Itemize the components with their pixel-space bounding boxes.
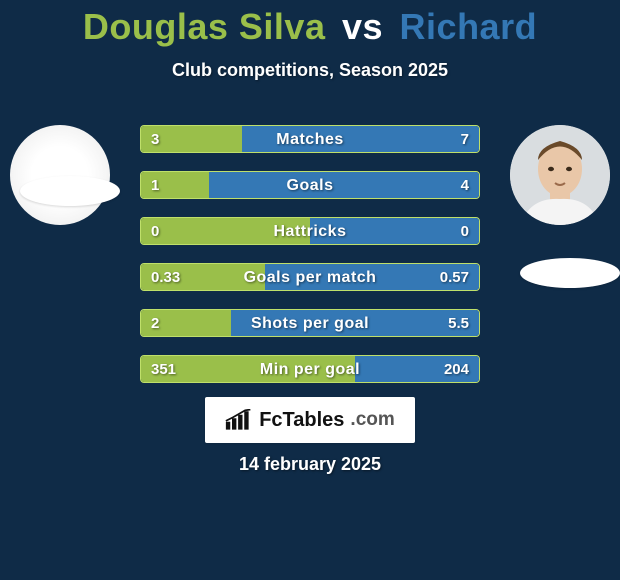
stat-value-right: 0.57 [440, 264, 469, 290]
stat-row: Min per goal351 204 [140, 355, 480, 383]
stat-label: Min per goal [141, 356, 479, 382]
player2-club-badge [520, 258, 620, 288]
stat-row: Hattricks0 0 [140, 217, 480, 245]
brand-chart-icon [225, 409, 253, 431]
stat-row: Matches3 7 [140, 125, 480, 153]
title-vs: vs [342, 6, 383, 47]
stat-bars: Matches3 7 Goals1 4 Hattricks0 0 Goals per mat… [140, 125, 480, 401]
date-text: 14 february 2025 [0, 454, 620, 475]
stat-value-left: 2 [151, 310, 159, 336]
stat-row: Goals per match0.33 0.57 [140, 263, 480, 291]
stat-value-right: 5.5 [448, 310, 469, 336]
stat-label: Shots per goal [141, 310, 479, 336]
brand-name: FcTables [259, 409, 344, 432]
page-title: Douglas Silva vs Richard [0, 0, 620, 48]
stat-value-right: 0 [461, 218, 469, 244]
stat-value-left: 1 [151, 172, 159, 198]
stat-row: Goals1 4 [140, 171, 480, 199]
brand-domain: .com [350, 409, 394, 431]
stat-label: Goals per match [141, 264, 479, 290]
stat-value-left: 351 [151, 356, 176, 382]
stat-value-right: 7 [461, 126, 469, 152]
stat-value-right: 4 [461, 172, 469, 198]
title-player2: Richard [400, 6, 538, 47]
stat-label: Matches [141, 126, 479, 152]
subtitle: Club competitions, Season 2025 [0, 60, 620, 81]
title-player1: Douglas Silva [83, 6, 326, 47]
player1-avatar [10, 125, 110, 225]
stat-value-left: 0.33 [151, 264, 180, 290]
player2-avatar [510, 125, 610, 225]
stat-label: Goals [141, 172, 479, 198]
stat-row: Shots per goal2 5.5 [140, 309, 480, 337]
stat-label: Hattricks [141, 218, 479, 244]
stat-value-left: 0 [151, 218, 159, 244]
comparison-card: Douglas Silva vs Richard Club competitio… [0, 0, 620, 580]
player1-club-badge [20, 176, 120, 206]
stat-value-right: 204 [444, 356, 469, 382]
stat-value-left: 3 [151, 126, 159, 152]
brand-badge: FcTables .com [205, 397, 415, 443]
face-icon [510, 125, 610, 225]
